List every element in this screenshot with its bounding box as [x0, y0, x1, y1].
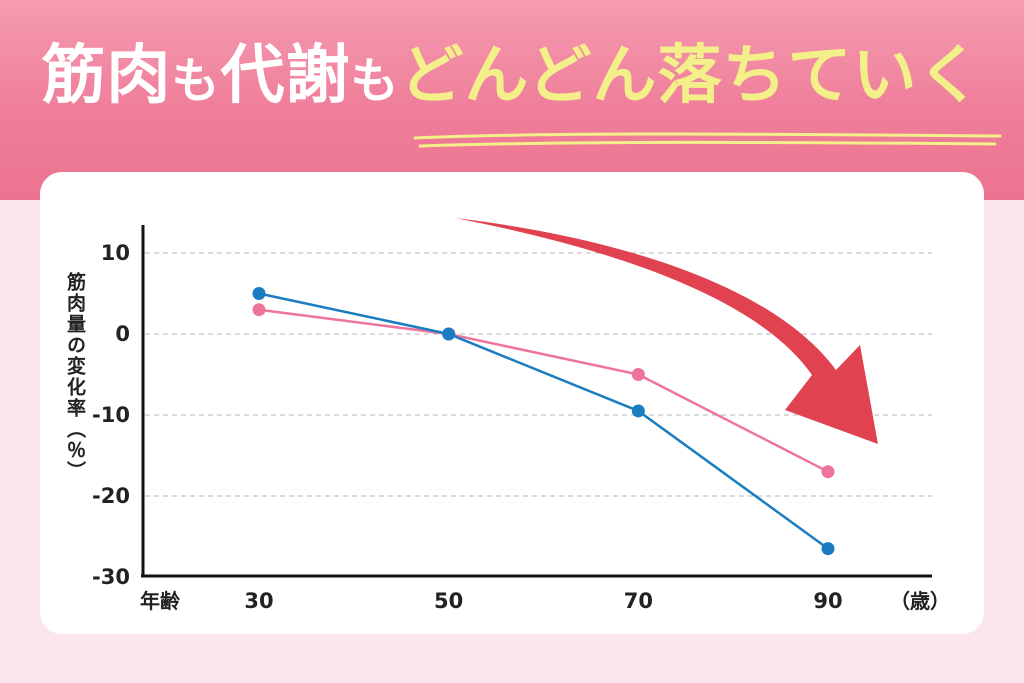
y-tick-label: -30 [92, 565, 130, 589]
y-tick-label: 0 [115, 322, 130, 346]
series-line [258, 292, 829, 550]
y-tick-label: 10 [101, 241, 130, 265]
x-tick-label: 30 [244, 589, 273, 613]
data-point [252, 303, 266, 317]
y-tick-labels: 10 0 -10 -20 -30 [92, 241, 130, 589]
x-axis-unit: （歳） [890, 589, 950, 613]
data-point [252, 287, 266, 300]
x-axis-label: 年齢 [140, 589, 181, 613]
title-part-5: どんどん落ちていく [399, 39, 983, 113]
header-banner [0, 0, 1024, 200]
series-line [258, 308, 829, 473]
page-title: 筋肉も代謝もどんどん落ちていく [0, 44, 1024, 108]
data-point [821, 542, 835, 556]
title-part-3: 代謝 [220, 39, 351, 113]
x-tick-labels: 30 50 70 90 [244, 589, 842, 613]
y-tick-label: -20 [92, 484, 130, 508]
title-part-2: も [171, 53, 221, 109]
y-tick-label: -10 [92, 403, 130, 427]
x-tick-label: 50 [434, 589, 463, 613]
trend-arrow [455, 218, 878, 444]
data-point [631, 404, 645, 418]
title-underline [413, 132, 1002, 148]
title-part-4: も [350, 53, 400, 109]
x-tick-label: 90 [813, 589, 842, 613]
title-part-1: 筋肉 [41, 39, 172, 113]
data-point [821, 465, 835, 479]
data-point [442, 327, 456, 341]
y-axis-label: 筋肉量の変化率（％） [64, 272, 86, 482]
series-group [252, 287, 835, 556]
data-point [631, 368, 645, 381]
x-tick-label: 70 [624, 589, 653, 613]
